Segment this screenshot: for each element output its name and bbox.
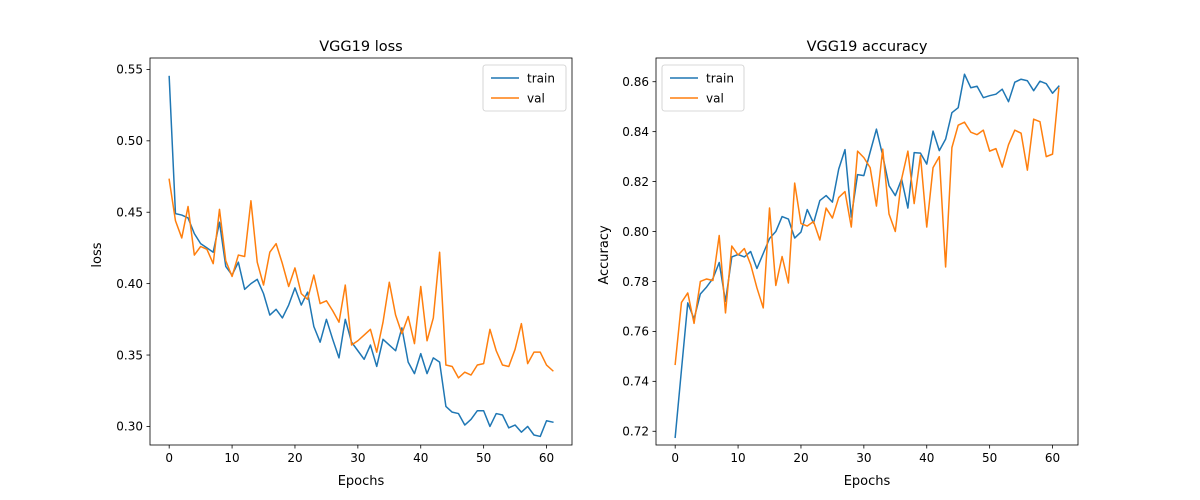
- chart-title: VGG19 loss: [319, 39, 402, 55]
- legend-label-train: train: [706, 71, 734, 85]
- x-tick-label: 50: [982, 451, 997, 465]
- series-line-train: [168, 75, 554, 438]
- axes-frame: [655, 57, 1079, 446]
- series-line-val: [168, 178, 554, 379]
- x-tick-label: 30: [350, 451, 365, 465]
- x-tick-label: 10: [730, 451, 745, 465]
- loss-chart: VGG19 loss Epochs loss 0 10 20 30 40 50 60 0.30…: [90, 39, 573, 489]
- legend-label-val: val: [527, 91, 545, 105]
- x-tick-label: 60: [1045, 451, 1060, 465]
- y-tick-label: 0.78: [622, 275, 649, 289]
- y-tick-label: 0.72: [622, 425, 649, 439]
- chart-title: VGG19 accuracy: [807, 39, 928, 55]
- legend: train val: [661, 64, 745, 112]
- y-tick-label: 0.86: [622, 75, 649, 89]
- y-tick-label: 0.82: [622, 175, 649, 189]
- x-tick-label: 20: [287, 451, 302, 465]
- y-tick-label: 0.74: [622, 375, 649, 389]
- x-tick-label: 30: [856, 451, 871, 465]
- series-lines: [674, 73, 1060, 439]
- y-tick-label: 0.80: [622, 225, 649, 239]
- y-tick-label: 0.35: [116, 348, 143, 362]
- series-line-train: [674, 73, 1060, 439]
- y-tick-label: 0.30: [116, 420, 143, 434]
- y-axis-label: Accuracy: [597, 225, 612, 285]
- x-tick-label: 0: [671, 451, 679, 465]
- legend-label-val: val: [706, 91, 724, 105]
- x-tick-label: 20: [793, 451, 808, 465]
- legend-box: [482, 64, 567, 112]
- y-tick-label: 0.45: [116, 206, 143, 220]
- x-axis-label: Epochs: [338, 474, 385, 489]
- y-axis-label: loss: [90, 242, 105, 267]
- x-tick-label: 50: [476, 451, 491, 465]
- legend-box: [661, 64, 745, 112]
- y-tick-label: 0.76: [622, 325, 649, 339]
- y-tick-label: 0.40: [116, 277, 143, 291]
- x-axis-label: Epochs: [844, 474, 891, 489]
- x-tick-label: 0: [165, 451, 173, 465]
- x-tick-label: 10: [224, 451, 239, 465]
- series-line-val: [674, 87, 1060, 366]
- legend: train val: [482, 64, 567, 112]
- legend-label-train: train: [527, 71, 555, 85]
- x-tick-label: 40: [919, 451, 934, 465]
- y-tick-label: 0.50: [116, 134, 143, 148]
- axes-frame: [149, 57, 573, 446]
- accuracy-chart: VGG19 accuracy Epochs Accuracy 0 10 20 30 40…: [597, 39, 1079, 489]
- y-tick-label: 0.84: [622, 125, 649, 139]
- y-tick-label: 0.55: [116, 63, 143, 77]
- x-tick-label: 60: [539, 451, 554, 465]
- series-lines: [168, 75, 554, 438]
- x-tick-label: 40: [413, 451, 428, 465]
